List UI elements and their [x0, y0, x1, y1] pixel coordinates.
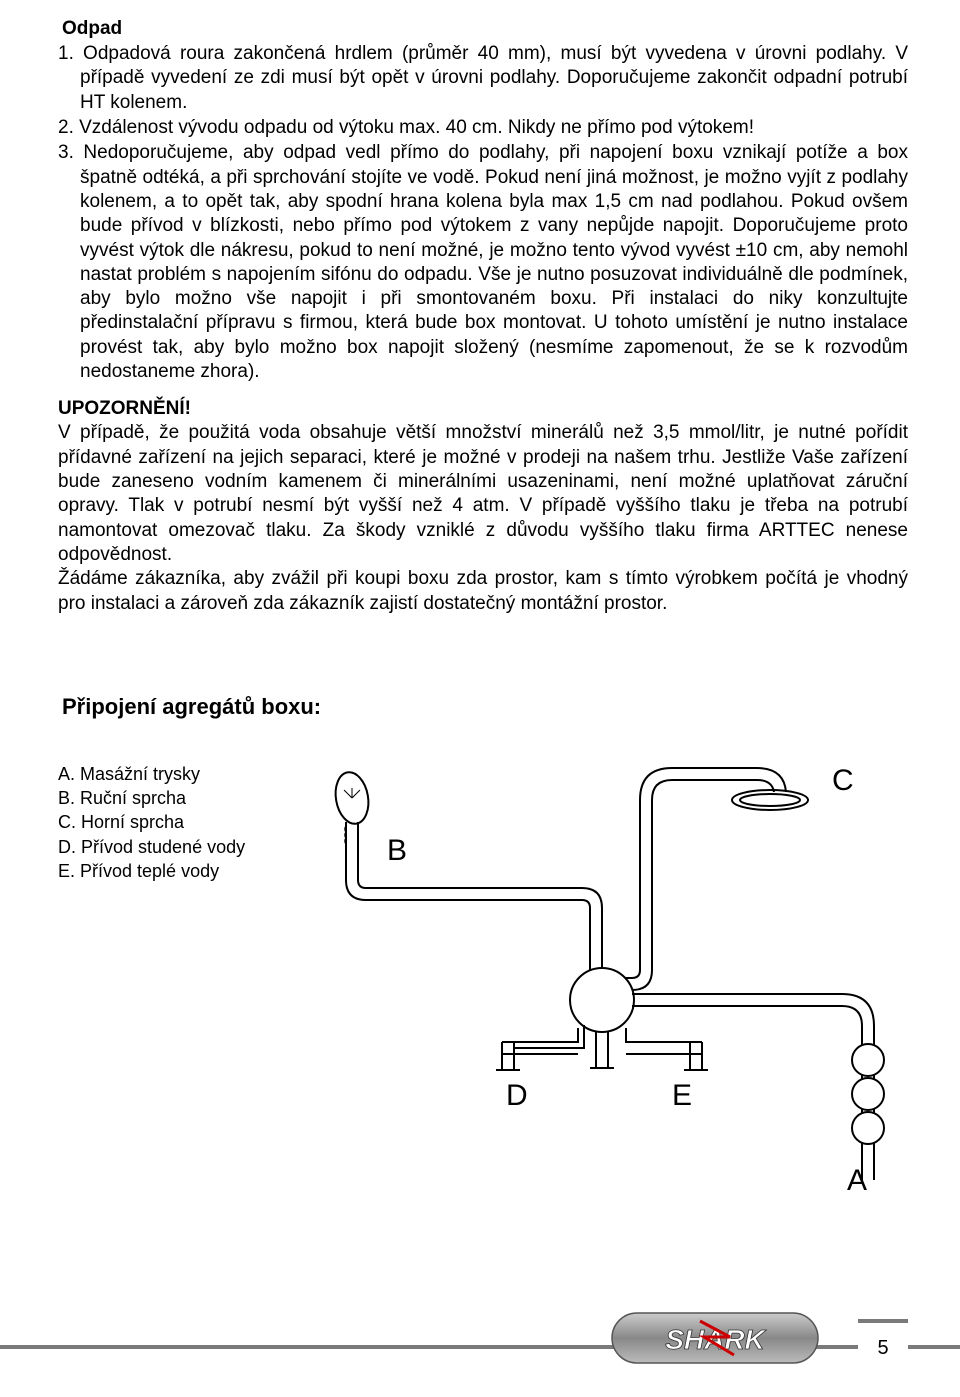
legend-item-c: C. Horní sprcha — [58, 810, 302, 834]
legend-item-d: D. Přívod studené vody — [58, 835, 302, 859]
connect-title: Připojení agregátů boxu: — [62, 694, 908, 720]
shark-logo: SHARK — [610, 1307, 820, 1369]
legend-item-b: B. Ruční sprcha — [58, 786, 302, 810]
warning-body: V případě, že použitá voda obsahuje větš… — [58, 421, 908, 616]
svg-text:A: A — [847, 1164, 867, 1197]
odpad-item-3: 3. Nedoporučujeme, aby odpad vedl přímo … — [52, 141, 908, 384]
odpad-item-2: 2. Vzdálenost vývodu odpadu od výtoku ma… — [52, 116, 908, 140]
svg-text:C: C — [832, 764, 854, 797]
legend-item-a: A. Masážní trysky — [58, 762, 302, 786]
svg-text:D: D — [506, 1079, 528, 1112]
odpad-item-1: 1. Odpadová roura zakončená hrdlem (prům… — [52, 42, 908, 115]
section-title-odpad: Odpad — [62, 18, 908, 40]
svg-text:E: E — [672, 1079, 692, 1112]
page-footer: SHARK 5 — [0, 1321, 960, 1379]
legend: A. Masážní trysky B. Ruční sprcha C. Hor… — [52, 760, 302, 1200]
warning-title: UPOZORNĚNÍ! — [58, 398, 908, 420]
legend-item-e: E. Přívod teplé vody — [58, 859, 302, 883]
page-number: 5 — [858, 1319, 908, 1373]
svg-text:B: B — [387, 834, 407, 867]
plumbing-diagram: B C D E A — [302, 760, 908, 1200]
